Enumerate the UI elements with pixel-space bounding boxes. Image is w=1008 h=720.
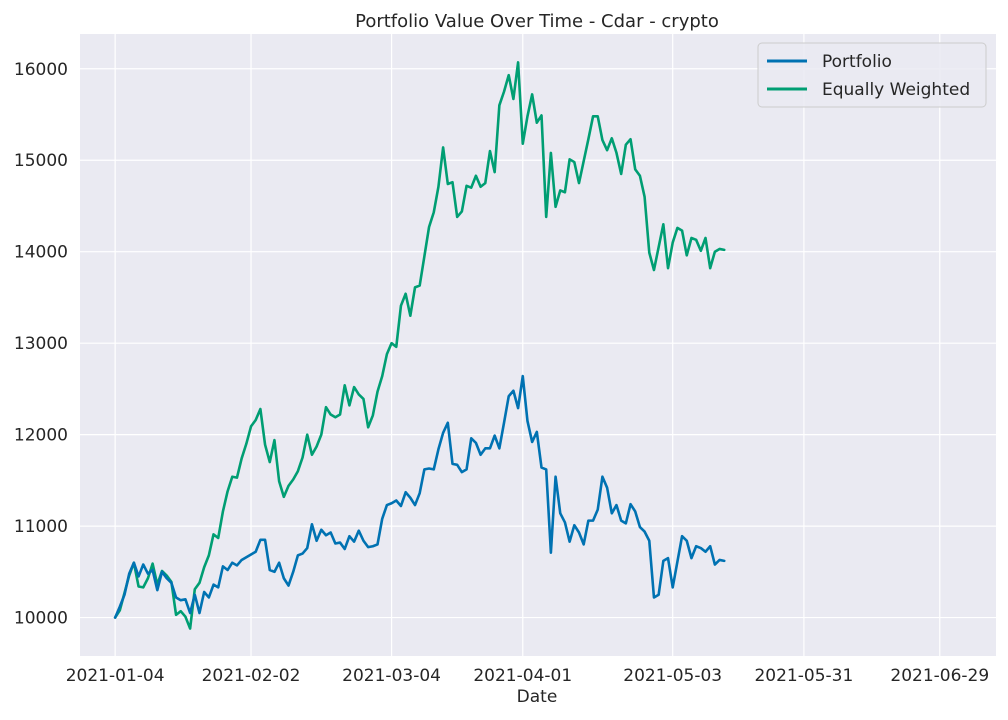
legend-label-equally-weighted: Equally Weighted [822, 80, 970, 100]
y-tick-label: 16000 [14, 60, 68, 80]
series-lines [113, 61, 726, 630]
y-tick-label: 14000 [14, 243, 68, 263]
x-axis-title: Date [517, 687, 558, 707]
x-tick-label: 2021-02-02 [202, 666, 301, 686]
y-tick-label: 10000 [14, 609, 68, 629]
series-line-portfolio [113, 374, 726, 619]
x-tick-label: 2021-03-04 [342, 666, 441, 686]
y-tick-label: 11000 [14, 517, 68, 537]
x-tick-label: 2021-05-03 [623, 666, 722, 686]
y-tick-label: 15000 [14, 151, 68, 171]
y-axis-tick-labels: 10000 11000 12000 13000 14000 15000 16000 [14, 60, 68, 629]
y-tick-label: 13000 [14, 334, 68, 354]
x-tick-label: 2021-05-31 [754, 666, 853, 686]
x-tick-label: 2021-06-29 [890, 666, 989, 686]
chart-title: Portfolio Value Over Time - Cdar - crypt… [355, 11, 719, 32]
x-tick-label: 2021-01-04 [66, 666, 165, 686]
legend: Portfolio Equally Weighted [757, 42, 987, 108]
legend-box [757, 42, 987, 108]
x-axis-tick-labels: 2021-01-04 2021-02-02 2021-03-04 2021-04-01… [66, 666, 989, 686]
legend-label-portfolio: Portfolio [822, 52, 892, 72]
plot-area [80, 34, 996, 656]
x-tick-label: 2021-04-01 [473, 666, 572, 686]
series-line-equally-weighted [113, 61, 726, 630]
y-tick-label: 12000 [14, 426, 68, 446]
